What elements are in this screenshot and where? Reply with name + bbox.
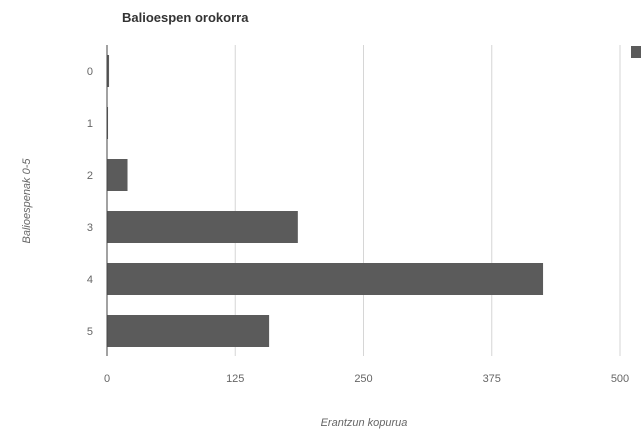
- x-tick-label: 500: [611, 373, 629, 385]
- bar-0: [107, 55, 110, 87]
- x-tick-label: 0: [104, 373, 110, 385]
- x-tick-label: 125: [226, 373, 244, 385]
- bar-1: [107, 107, 109, 139]
- x-tick-label: 375: [483, 373, 501, 385]
- bar-2: [107, 159, 128, 191]
- y-tick-labels: 0 1 2 3 4 5: [87, 66, 93, 338]
- bar-layer: [107, 55, 544, 347]
- x-tick-labels: 0 125 250 375 500: [104, 373, 629, 385]
- y-tick-label: 1: [87, 118, 93, 130]
- bar-4: [107, 263, 544, 295]
- legend-swatch: [631, 46, 641, 58]
- y-tick-label: 3: [87, 222, 93, 234]
- y-tick-label: 2: [87, 170, 93, 182]
- x-axis-title: Erantzun kopurua: [321, 417, 408, 429]
- x-tick-label: 250: [354, 373, 372, 385]
- y-axis-title: Balioespenak 0-5: [21, 158, 33, 244]
- grid-layer: [234, 45, 621, 356]
- y-tick-label: 5: [87, 326, 93, 338]
- bar-3: [107, 211, 298, 243]
- bar-5: [107, 315, 270, 347]
- y-tick-label: 4: [87, 274, 93, 286]
- chart-title: Balioespen orokorra: [122, 10, 249, 25]
- y-tick-label: 0: [87, 66, 93, 78]
